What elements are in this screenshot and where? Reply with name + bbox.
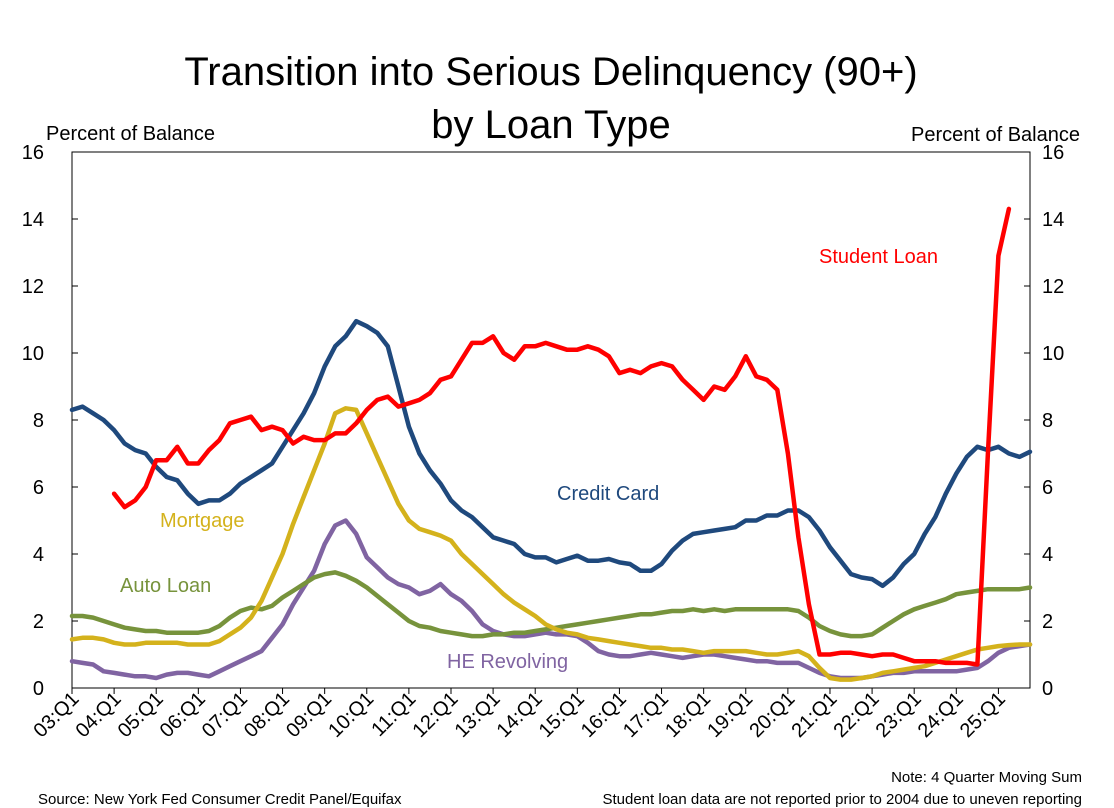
chart-title-line-2: by Loan Type — [431, 103, 670, 147]
x-tick-label: 08:Q1 — [240, 688, 294, 742]
x-tick-label: 10:Q1 — [324, 688, 378, 742]
y-tick-label-right: 14 — [1042, 209, 1064, 231]
y-tick-label-left: 8 — [33, 410, 44, 432]
chart-title-line-1: Transition into Serious Delinquency (90+… — [184, 50, 917, 94]
x-tick-label: 04:Q1 — [72, 688, 126, 742]
y-tick-label-right: 8 — [1042, 410, 1053, 432]
y-tick-label-right: 10 — [1042, 343, 1064, 365]
x-tick-label: 12:Q1 — [408, 688, 462, 742]
series-label-auto-loan: Auto Loan — [120, 575, 211, 597]
x-tick-label: 20:Q1 — [745, 688, 799, 742]
student-loan-disclaimer: Student loan data are not reported prior… — [602, 791, 1082, 808]
y-tick-label-left: 4 — [33, 544, 44, 566]
x-tick-label: 22:Q1 — [830, 688, 884, 742]
x-tick-label: 14:Q1 — [493, 688, 547, 742]
x-tick-label: 09:Q1 — [282, 688, 336, 742]
y-tick-label-right: 2 — [1042, 611, 1053, 633]
x-tick-label: 16:Q1 — [577, 688, 631, 742]
y-axis-right: 0 2 4 6 8 10 12 14 16 — [1024, 142, 1064, 700]
x-tick-label: 13:Q1 — [451, 688, 505, 742]
y-tick-label-left: 14 — [22, 209, 44, 231]
plot-area — [71, 151, 1031, 689]
series-line-credit-card — [69, 318, 1033, 589]
series-lines — [69, 206, 1033, 682]
series-line-student-loan — [111, 206, 1012, 667]
y-tick-label-left: 2 — [33, 611, 44, 633]
x-tick-label: 05:Q1 — [114, 688, 168, 742]
x-tick-label: 25:Q1 — [956, 688, 1010, 742]
x-tick-label: 23:Q1 — [872, 688, 926, 742]
y-tick-label-left: 12 — [22, 276, 44, 298]
y-tick-label-right: 6 — [1042, 477, 1053, 499]
y-tick-label-left: 0 — [33, 678, 44, 700]
x-tick-label: 18:Q1 — [661, 688, 715, 742]
y-tick-label-left: 10 — [22, 343, 44, 365]
x-tick-label: 17:Q1 — [619, 688, 673, 742]
x-tick-label: 11:Q1 — [367, 688, 420, 741]
y-axis-label-left: Percent of Balance — [46, 123, 215, 145]
y-tick-label-right: 16 — [1042, 142, 1064, 164]
series-label-he-revolving: HE Revolving — [447, 651, 568, 673]
source-note: Source: New York Fed Consumer Credit Pan… — [38, 791, 402, 808]
plot-frame — [71, 151, 1031, 689]
x-tick-label: 19:Q1 — [703, 688, 757, 742]
x-tick-label: 07:Q1 — [198, 688, 252, 742]
y-tick-label-right: 4 — [1042, 544, 1053, 566]
y-tick-label-right: 12 — [1042, 276, 1064, 298]
x-axis: 03:Q104:Q105:Q106:Q107:Q108:Q109:Q110:Q1… — [29, 688, 1010, 742]
x-tick-label: 21:Q1 — [787, 688, 841, 742]
y-tick-label-left: 6 — [33, 477, 44, 499]
x-tick-label: 24:Q1 — [914, 688, 968, 742]
series-label-mortgage: Mortgage — [160, 510, 245, 532]
y-tick-label-right: 0 — [1042, 678, 1053, 700]
footnote-moving-sum: Note: 4 Quarter Moving Sum — [891, 769, 1082, 786]
x-tick-label: 06:Q1 — [156, 688, 210, 742]
series-label-student-loan: Student Loan — [819, 246, 938, 268]
series-line-mortgage — [69, 406, 1033, 682]
y-axis-left: 0 2 4 6 8 10 12 14 16 — [22, 142, 78, 700]
series-label-credit-card: Credit Card — [557, 483, 659, 505]
series-labels: Student Loan Credit Card Mortgage Auto Loan… — [120, 246, 938, 673]
y-tick-label-left: 16 — [22, 142, 44, 164]
y-axis-label-right: Percent of Balance — [911, 124, 1080, 146]
x-tick-label: 15:Q1 — [535, 688, 589, 742]
